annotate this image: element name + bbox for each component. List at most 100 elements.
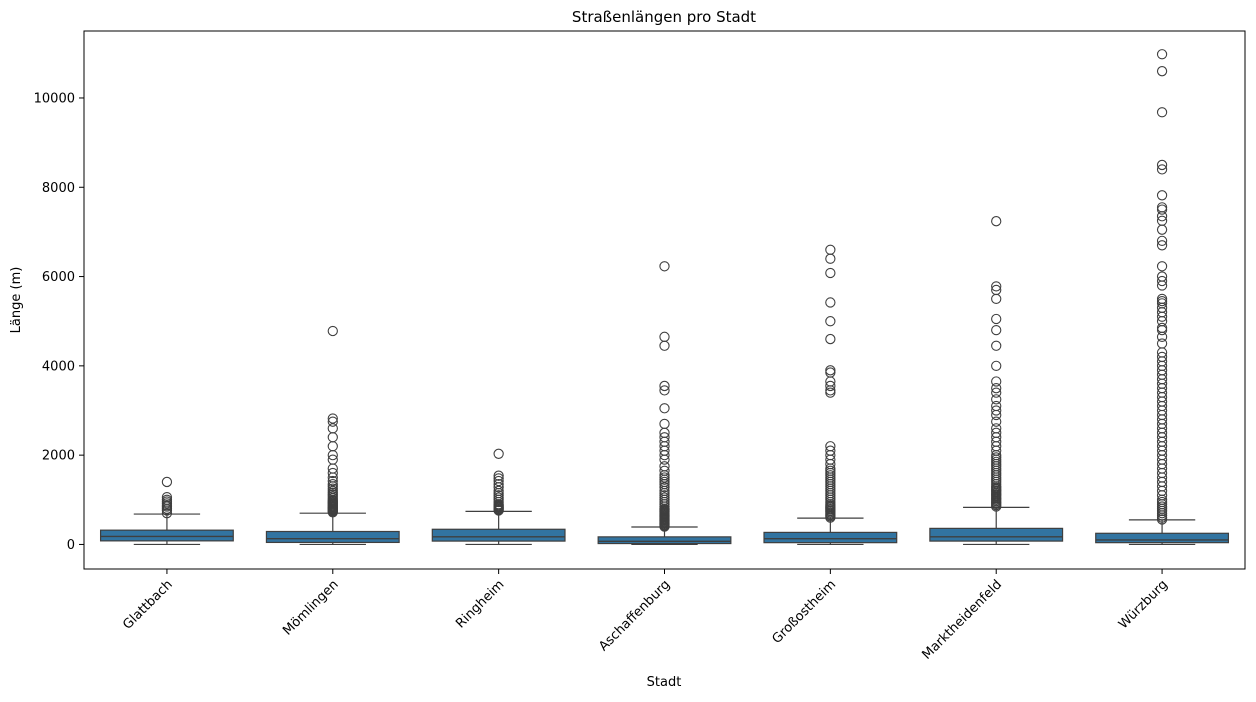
outlier-point [659,261,670,272]
y-tick-label: 0 [67,538,75,553]
box-group [597,261,732,546]
outlier-point [991,284,1002,296]
box-iqr [1095,532,1230,544]
outlier-point [327,454,338,465]
outlier-point [991,394,1002,405]
outlier-point [825,297,836,308]
outlier-point [1156,204,1168,215]
outlier-point [1156,202,1168,213]
outlier-point [1156,271,1168,282]
outlier-point [659,465,670,476]
outlier-point [161,491,173,503]
x-axis-label: Stadt [647,675,682,690]
outlier-point [493,479,504,490]
outlier-point [991,293,1002,305]
outlier-point [659,385,670,396]
outlier-point [327,475,338,487]
outlier-point [1156,324,1168,336]
outlier-point [1156,107,1168,118]
outlier-point [991,340,1002,351]
outlier-point [991,313,1002,325]
outlier-point [1156,49,1168,60]
outlier-point [327,479,338,490]
outlier-point [991,360,1002,372]
x-tick-label: Marktheidenfeld [920,577,1006,663]
y-axis: 0 2000 4000 6000 8000 10000 [34,91,84,553]
outlier-point [1156,295,1168,307]
box-iqr [929,527,1064,542]
outlier-point [659,331,670,342]
box-iqr [431,528,566,542]
box-group [265,325,400,546]
outlier-point [991,281,1002,292]
outlier-point [1156,322,1168,334]
outlier-point [825,380,836,392]
box-group [99,476,234,546]
outlier-point [825,244,836,255]
outlier-point [825,365,836,376]
box-iqr [763,531,898,544]
y-tick-label: 6000 [42,270,75,285]
x-tick-label: Würzburg [1116,577,1171,632]
outlier-point [659,380,670,392]
outlier-point [1156,338,1168,349]
outlier-point [659,403,670,414]
outlier-point [991,400,1002,412]
outlier-point [493,470,504,481]
y-tick-label: 10000 [34,91,75,106]
outlier-point [659,461,670,472]
outlier-point [1156,164,1168,175]
box-group [431,448,566,546]
outlier-point [659,482,670,493]
y-tick-label: 2000 [42,449,75,464]
outlier-point [493,448,504,459]
box-group [1095,49,1230,546]
outlier-point [991,216,1002,227]
outlier-point [825,441,836,452]
outlier-point [1156,224,1168,235]
outlier-point [1156,159,1168,171]
outlier-point [991,427,1002,438]
outlier-point [991,383,1002,394]
box-iqr [597,536,732,545]
outlier-point [493,473,504,484]
y-tick-label: 8000 [42,181,75,196]
outlier-point [327,413,338,424]
box-group [929,216,1064,546]
outlier-point [991,416,1002,427]
outlier-point [991,405,1002,416]
outlier-point [991,376,1002,387]
outlier-point [327,432,338,443]
y-axis-label: Länge (m) [9,267,24,334]
outlier-point [659,340,670,351]
outlier-point [327,423,338,434]
x-axis: Glattbach Mömlingen Ringheim Aschaffenburg G… [120,569,1171,663]
x-tick-label: Aschaffenburg [596,577,673,654]
outlier-point [327,416,338,427]
outlier-point [327,441,338,452]
outlier-point [1156,351,1168,363]
outlier-point [825,267,836,279]
outlier-point [1156,293,1168,305]
outlier-point [1156,215,1168,226]
outlier-point [161,476,173,488]
box-group [763,244,898,546]
y-tick-label: 4000 [42,359,75,374]
outlier-point [161,494,173,505]
box-iqr [99,529,234,542]
outlier-point [493,485,504,497]
chart-title: Straßenlängen pro Stadt [572,8,756,26]
outlier-point [825,367,836,378]
outlier-point [1156,235,1168,246]
outlier-point [825,253,836,264]
outlier-point [825,445,836,456]
outlier-point [493,475,504,487]
outlier-point [1156,275,1168,287]
outlier-point [1156,240,1168,251]
outlier-point [659,432,670,443]
box-iqr [265,530,400,544]
outlier-point [825,333,836,345]
outlier-point [161,508,173,519]
